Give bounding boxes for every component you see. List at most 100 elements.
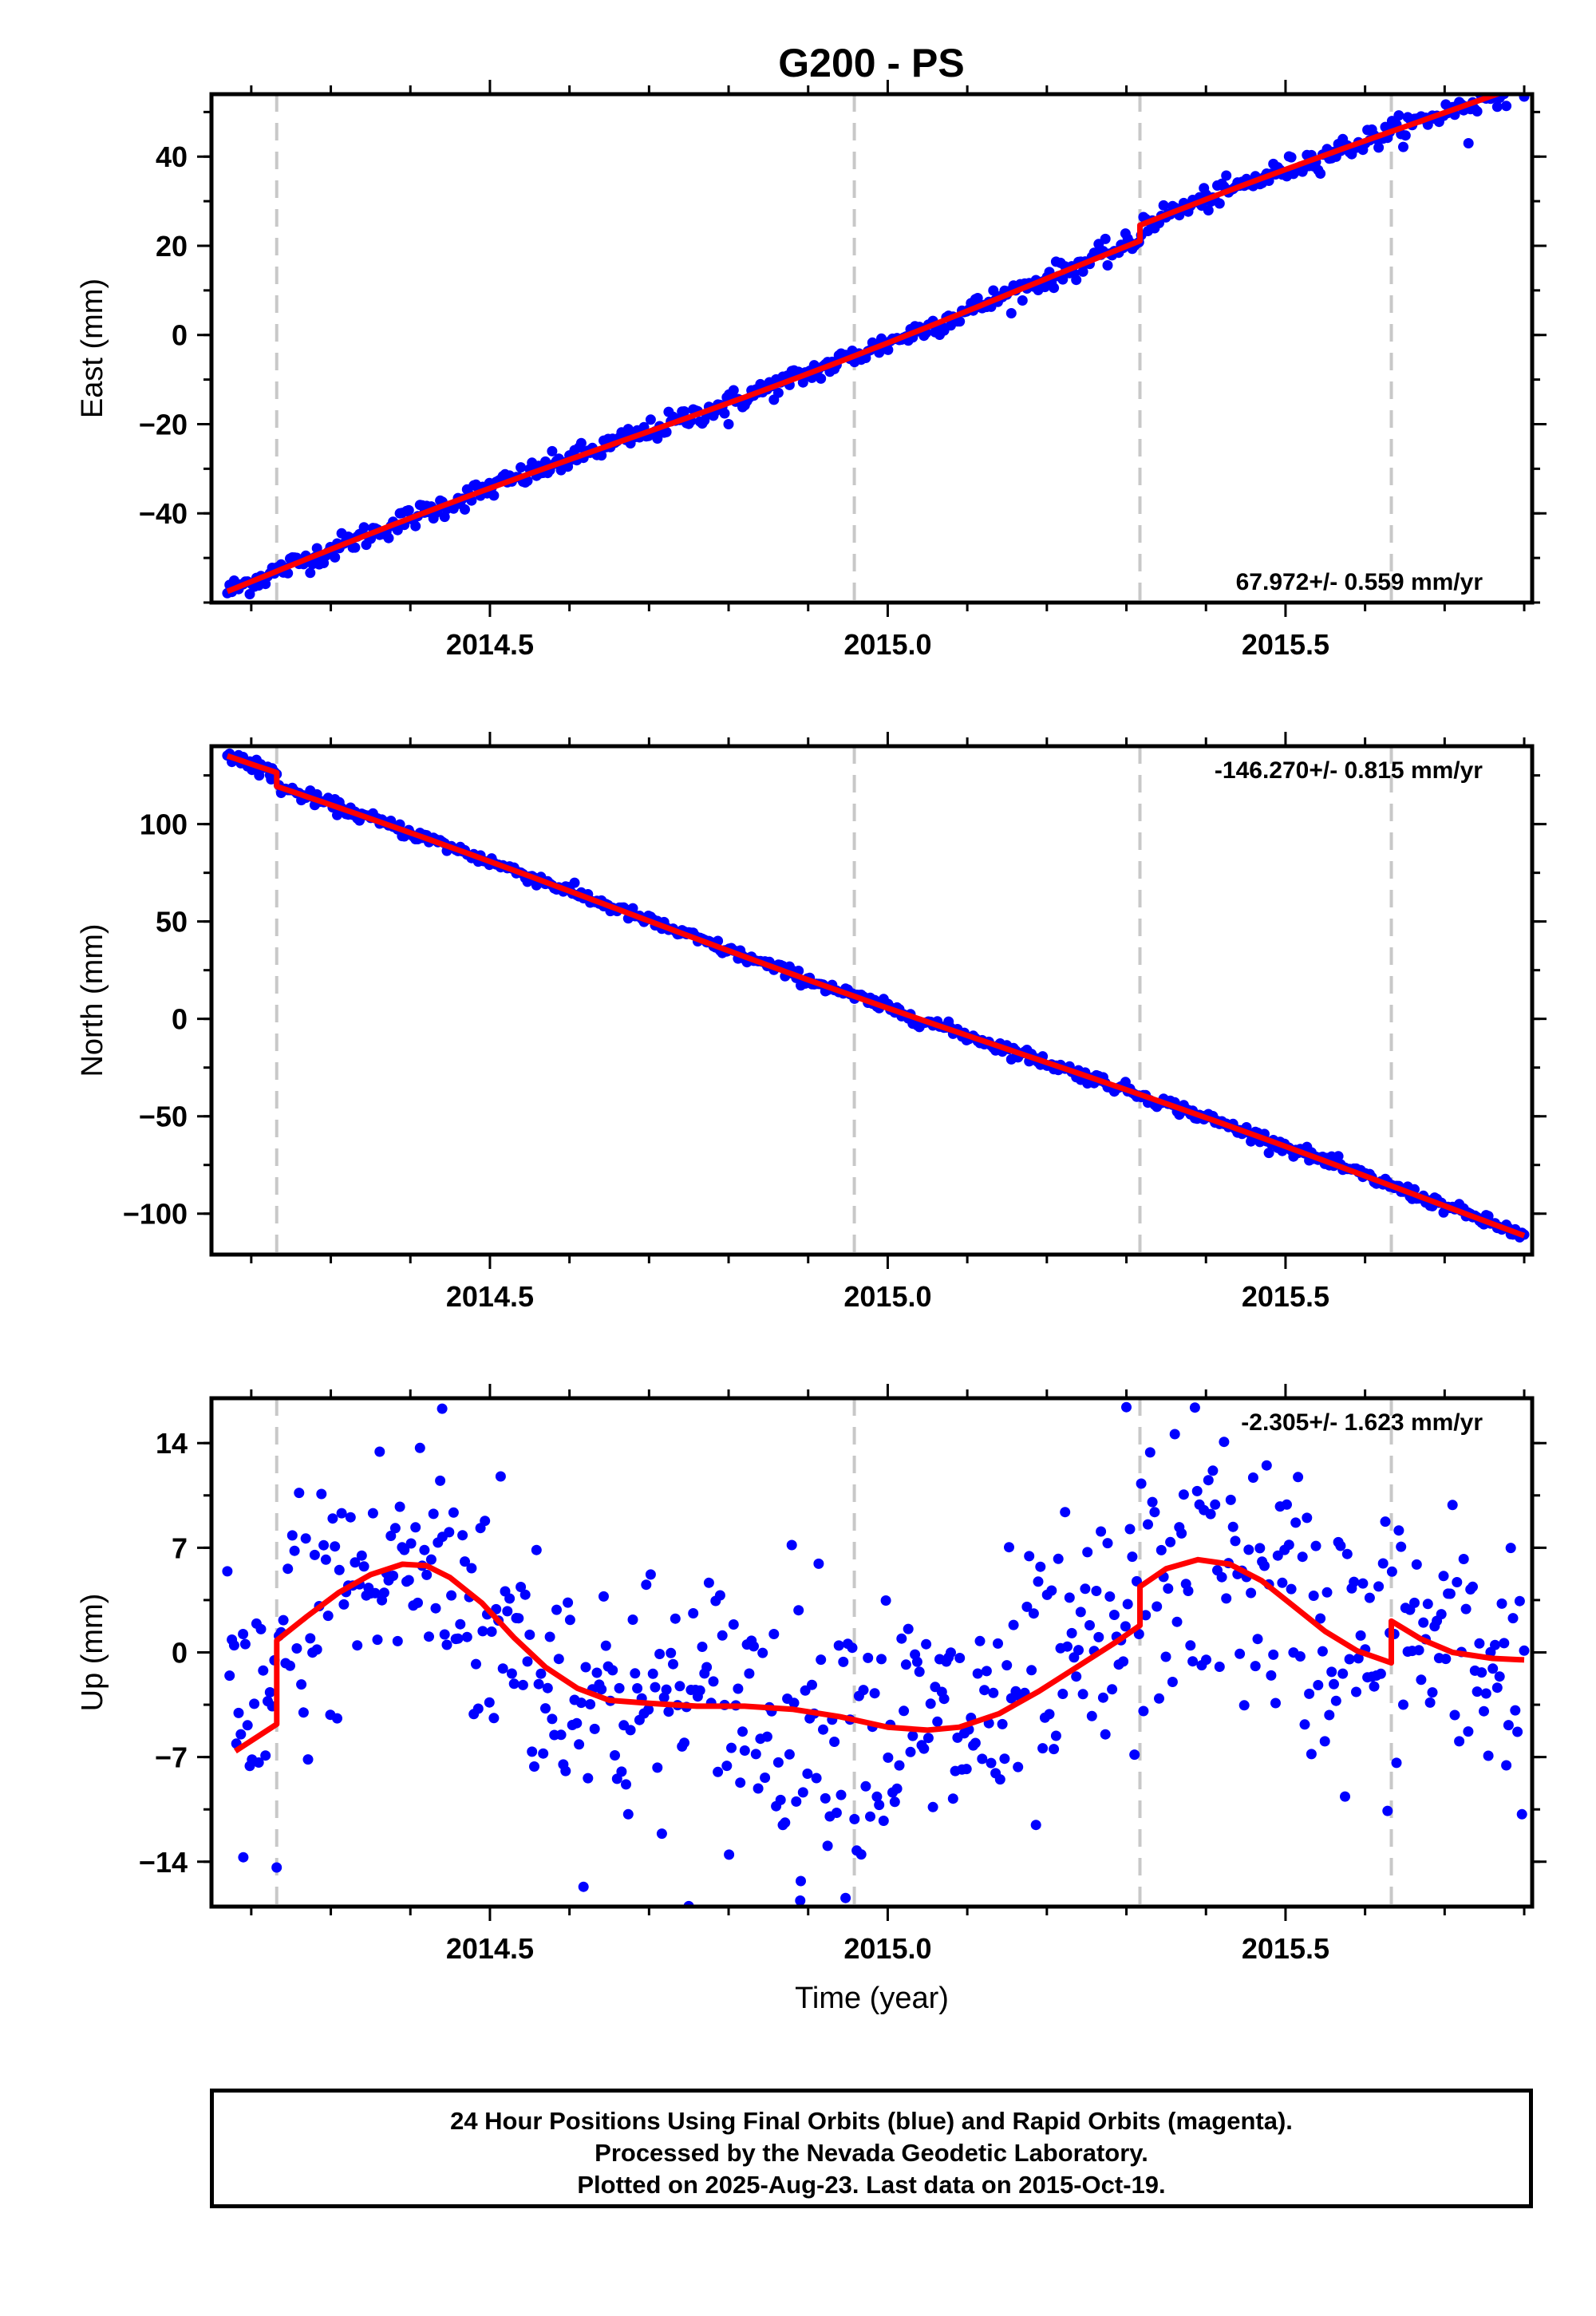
data-point [600, 1640, 611, 1651]
data-point [858, 1685, 869, 1696]
data-point [802, 1769, 813, 1779]
data-point [560, 1765, 571, 1777]
data-point [654, 1649, 666, 1659]
data-point [1221, 1593, 1232, 1604]
data-point [516, 462, 527, 473]
data-point [1071, 275, 1082, 286]
data-point [495, 1471, 506, 1482]
panel-east: 2014.5 2015.0 2015.5 40 20 0 −20 −40 East (mm) 67… [76, 80, 1547, 661]
data-point [564, 1614, 575, 1626]
data-point [954, 316, 966, 327]
data-point [1203, 205, 1214, 215]
data-point [1100, 233, 1111, 244]
data-point [717, 1630, 728, 1641]
data-point [1017, 295, 1028, 306]
data-point [428, 1508, 439, 1520]
data-point [403, 504, 414, 516]
data-point [1507, 1613, 1519, 1624]
data-point [1286, 152, 1297, 163]
data-point [1364, 1592, 1375, 1603]
data-point [1313, 1680, 1324, 1690]
data-point [472, 1703, 484, 1714]
data-point [233, 1707, 244, 1718]
data-point [1062, 1641, 1073, 1652]
data-point [580, 1662, 591, 1673]
data-point [999, 1753, 1010, 1765]
data-point [1178, 1489, 1189, 1500]
data-point [760, 1773, 771, 1783]
data-point [480, 1516, 491, 1527]
data-point [1093, 1631, 1104, 1642]
data-point [1393, 110, 1404, 121]
data-point [761, 1731, 772, 1742]
data-point [289, 1545, 300, 1556]
data-point [330, 1541, 341, 1552]
data-point [235, 1729, 247, 1740]
data-point [253, 1757, 264, 1768]
y-tick-label: −40 [139, 497, 188, 530]
data-point [444, 1527, 455, 1538]
data-point [947, 1793, 958, 1804]
data-point [254, 770, 265, 781]
data-point [977, 1753, 988, 1765]
data-point [555, 1729, 567, 1741]
data-point [316, 1488, 327, 1500]
data-point [574, 1739, 585, 1750]
data-point [1176, 1528, 1187, 1539]
data-point [1505, 1543, 1516, 1554]
data-point [497, 1663, 508, 1674]
model-line [226, 94, 1505, 595]
data-point [728, 385, 739, 396]
data-point [1129, 1749, 1140, 1761]
data-point [1183, 1586, 1194, 1596]
data-point [1460, 1603, 1472, 1614]
x-tick-label: 2015.0 [843, 628, 931, 661]
data-point [486, 1626, 497, 1637]
data-point [383, 532, 394, 543]
data-point [994, 1774, 1005, 1785]
data-point [670, 1613, 681, 1624]
data-point [679, 406, 689, 417]
data-point [1203, 1475, 1214, 1486]
data-point [563, 1597, 574, 1608]
data-point [724, 1849, 735, 1860]
data-point [372, 1634, 383, 1646]
data-point [878, 1816, 889, 1826]
data-point [1185, 1640, 1196, 1651]
data-point [239, 1638, 251, 1650]
data-point [1124, 1524, 1136, 1535]
panels: 2014.5 2015.0 2015.5 40 20 0 −20 −40 East (mm) 67… [76, 80, 1547, 2015]
data-point [772, 1757, 784, 1768]
data-points [222, 748, 1530, 1243]
data-point [1330, 1695, 1341, 1706]
model-line [233, 1556, 1525, 1754]
data-point [419, 1544, 430, 1555]
data-point [938, 1694, 950, 1705]
data-point [286, 1530, 298, 1541]
data-point [1073, 1645, 1084, 1656]
data-point [1044, 1709, 1055, 1720]
data-point [446, 1590, 457, 1601]
data-point [918, 1743, 930, 1754]
y-tick-label: −50 [139, 1101, 188, 1133]
data-point [1324, 1709, 1335, 1721]
data-point [439, 1629, 450, 1640]
data-point [1490, 1639, 1500, 1650]
y-axis-label: North (mm) [76, 923, 109, 1077]
data-point [1235, 1648, 1246, 1659]
data-point [820, 1792, 831, 1804]
y-tick-label: 7 [172, 1531, 188, 1564]
data-point [1344, 1654, 1355, 1665]
data-point [1308, 1591, 1319, 1601]
data-point [266, 774, 277, 785]
data-point [1302, 1512, 1313, 1524]
y-axis-label: East (mm) [76, 279, 109, 418]
data-point [1373, 142, 1385, 153]
data-point [578, 1881, 589, 1892]
data-point [607, 1665, 618, 1676]
data-point [322, 1611, 334, 1622]
data-point [925, 1698, 936, 1709]
y-tick-label: −20 [139, 408, 188, 441]
data-point [840, 1892, 851, 1903]
